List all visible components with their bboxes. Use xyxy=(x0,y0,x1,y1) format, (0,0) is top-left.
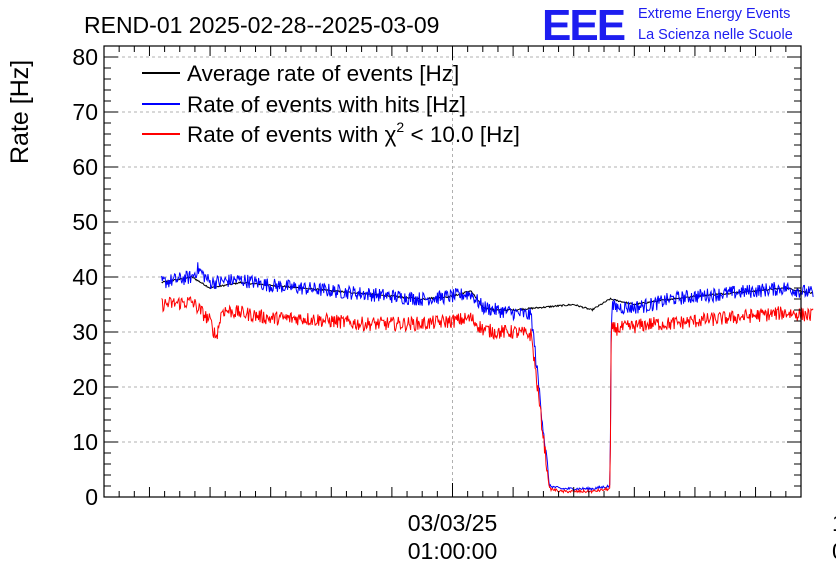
series-line-chi2 xyxy=(161,296,814,494)
series-layer xyxy=(161,262,814,494)
y-axis-label: Rate [Hz] xyxy=(6,60,34,164)
logo-line2: La Scienza nelle Scuole xyxy=(638,27,793,43)
legend-label-average: Average rate of events [Hz] xyxy=(187,61,459,86)
y-tick-label: 80 xyxy=(72,44,98,70)
y-tick-label: 20 xyxy=(72,374,98,400)
y-tick-label: 50 xyxy=(72,209,98,235)
x-tick-label-date: 03/03/25 xyxy=(408,510,498,536)
y-tick-label: 10 xyxy=(72,429,98,455)
eee-logo: EEE Extreme Energy Events La Scienza nel… xyxy=(542,1,793,50)
legend: Average rate of events [Hz] Rate of even… xyxy=(142,61,520,147)
x-tick-label-time: 01:00:00 xyxy=(832,538,836,564)
y-tick-label: 70 xyxy=(72,99,98,125)
axis-ticks xyxy=(103,46,802,498)
series-line-hits xyxy=(161,262,814,492)
legend-label-hits: Rate of events with hits [Hz] xyxy=(187,92,466,117)
y-tick-labels: 0 10 20 30 40 50 60 70 80 xyxy=(72,44,98,510)
y-tick-label: 30 xyxy=(72,319,98,345)
x-tick-label-time: 01:00:00 xyxy=(408,538,498,564)
y-tick-label: 40 xyxy=(72,264,98,290)
y-tick-label: 0 xyxy=(85,484,98,510)
y-tick-label: 60 xyxy=(72,154,98,180)
chart-title: REND-01 2025-02-28--2025-03-09 xyxy=(84,12,439,38)
legend-label-chi2: Rate of events with χ2 < 10.0 [Hz] xyxy=(187,119,520,147)
x-tick-label-date: 10/03/25 xyxy=(832,510,836,536)
logo-mark: EEE xyxy=(542,1,625,50)
logo-line1: Extreme Energy Events xyxy=(638,6,790,22)
